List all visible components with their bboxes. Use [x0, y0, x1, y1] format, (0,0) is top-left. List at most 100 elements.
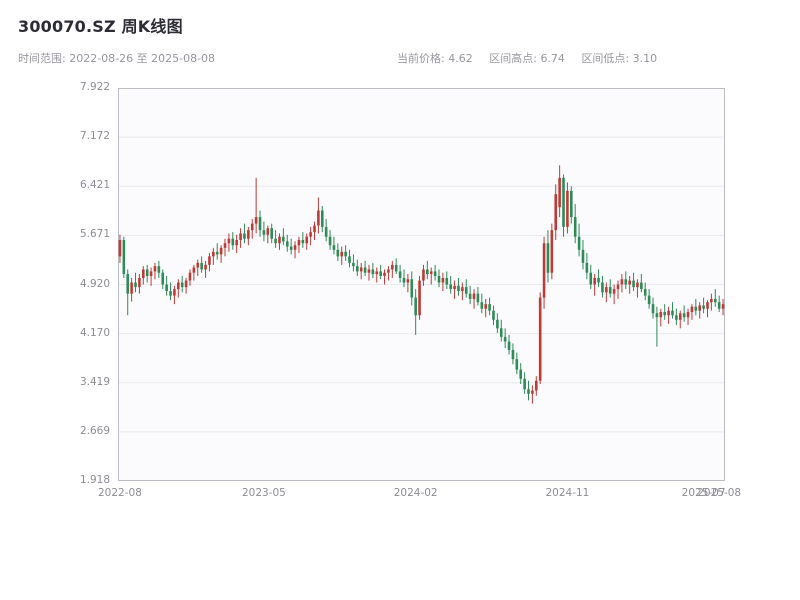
- candle-body: [192, 267, 196, 273]
- candle-body: [177, 282, 180, 290]
- candle-body: [219, 247, 223, 255]
- candle-body: [165, 284, 168, 292]
- candle-body: [336, 249, 340, 257]
- candle-body: [461, 287, 464, 292]
- candle-body: [212, 251, 215, 257]
- candle-body: [445, 277, 449, 285]
- candle-body: [698, 305, 702, 311]
- y-tick-label: 7.922: [79, 81, 110, 93]
- candle-body: [305, 236, 309, 244]
- candle-body: [363, 267, 367, 273]
- range-low-label: 区间低点:: [581, 52, 630, 65]
- candle-body: [418, 280, 421, 316]
- candle-body: [457, 285, 460, 292]
- candle-body: [597, 277, 600, 283]
- current-price-label: 当前价格:: [397, 52, 445, 65]
- candle-body: [632, 280, 635, 288]
- candle-body: [585, 262, 589, 273]
- candle-body: [589, 272, 593, 285]
- candle-body: [375, 271, 379, 275]
- candle-body: [355, 266, 359, 272]
- candle-body: [270, 228, 273, 239]
- candle-body: [612, 289, 616, 294]
- candle-body: [488, 304, 491, 311]
- candle-body: [402, 277, 406, 283]
- candle-body: [313, 225, 316, 233]
- candle-body: [367, 269, 371, 273]
- candle-body: [398, 271, 402, 278]
- y-tick-label: 2.669: [79, 424, 110, 437]
- candle-body: [196, 262, 200, 268]
- candle-body: [278, 236, 281, 244]
- candle-body: [624, 279, 628, 285]
- candle-body: [710, 298, 713, 303]
- candle-body: [145, 269, 149, 276]
- candle-body: [433, 271, 437, 276]
- candle-body: [173, 289, 176, 296]
- y-tick-label: 3.419: [79, 375, 110, 388]
- candle-body: [204, 264, 207, 270]
- candle-body: [640, 282, 643, 290]
- candle-body: [215, 251, 219, 255]
- candle-body: [371, 269, 375, 275]
- price-stats: 当前价格: 4.62 区间高点: 6.74 区间低点: 3.10: [397, 50, 670, 66]
- candle-body: [130, 282, 133, 294]
- candle-body: [671, 310, 674, 316]
- candle-body: [605, 287, 608, 293]
- candle-body: [570, 190, 573, 218]
- candle-body: [414, 297, 417, 316]
- candle-body: [573, 217, 577, 237]
- candle-body: [566, 190, 569, 227]
- candle-body: [297, 239, 301, 246]
- candle-body: [675, 315, 678, 320]
- candle-body: [659, 311, 663, 318]
- candle-body: [449, 284, 452, 290]
- candle-body: [301, 239, 305, 244]
- candle-body: [426, 269, 429, 275]
- candle-body: [282, 236, 285, 242]
- candle-body: [243, 233, 246, 239]
- candle-body: [437, 275, 441, 283]
- candle-body: [472, 293, 476, 299]
- candle-body: [379, 271, 382, 276]
- y-tick-label: 1.918: [79, 474, 110, 486]
- candle-body: [538, 297, 542, 381]
- x-tick-label: 2024-11: [545, 487, 590, 499]
- candle-body: [235, 239, 238, 246]
- candle-body: [531, 390, 534, 394]
- candle-body: [542, 243, 546, 298]
- candle-body: [562, 177, 565, 227]
- range-high-label: 区间高点:: [489, 52, 537, 65]
- candle-body: [250, 223, 254, 231]
- candle-body: [429, 271, 433, 275]
- candle-body: [223, 243, 227, 248]
- y-tick-label: 7.172: [79, 130, 110, 143]
- candle-body: [511, 349, 515, 360]
- candle-body: [340, 251, 344, 257]
- candle-body: [391, 264, 394, 270]
- current-price-value: 4.62: [448, 52, 473, 65]
- candle-body: [534, 380, 538, 391]
- candle-body: [138, 277, 141, 288]
- candle-body: [188, 272, 192, 281]
- candle-body: [616, 284, 620, 290]
- candle-body: [266, 228, 270, 235]
- candle-body: [180, 282, 184, 288]
- candle-body: [231, 238, 235, 246]
- page-title: 300070.SZ 周K线图: [18, 17, 183, 36]
- candle-body: [118, 239, 122, 257]
- range-high-stat: 区间高点: 6.74: [489, 52, 565, 65]
- current-price-stat: 当前价格: 4.62: [397, 52, 473, 65]
- y-tick-label: 4.920: [79, 277, 110, 290]
- candle-body: [274, 238, 277, 244]
- candle-body: [453, 285, 456, 290]
- candle-body: [601, 282, 604, 293]
- candle-body: [480, 302, 484, 309]
- candle-body: [651, 304, 655, 314]
- candle-body: [577, 236, 581, 250]
- candle-body: [441, 277, 445, 283]
- candle-body: [324, 226, 328, 237]
- candle-body: [141, 269, 145, 278]
